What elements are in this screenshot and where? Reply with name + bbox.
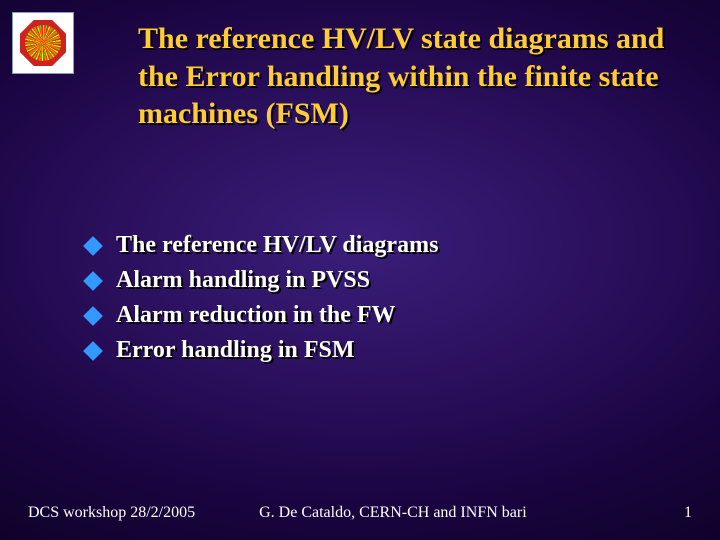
bullet-text: Alarm reduction in the FW: [116, 302, 396, 329]
bullet-list: The reference HV/LV diagrams Alarm handl…: [86, 232, 646, 372]
list-item: Error handling in FSM: [86, 337, 646, 364]
logo-octagon: [20, 20, 66, 66]
detector-event-logo: [12, 12, 74, 74]
diamond-bullet-icon: [83, 236, 103, 256]
bullet-text: The reference HV/LV diagrams: [116, 232, 438, 259]
list-item: Alarm handling in PVSS: [86, 267, 646, 294]
bullet-text: Error handling in FSM: [116, 337, 355, 364]
slide-title-block: The reference HV/LV state diagrams and t…: [138, 20, 678, 133]
diamond-bullet-icon: [83, 341, 103, 361]
bullet-text: Alarm handling in PVSS: [116, 267, 370, 294]
slide-title: The reference HV/LV state diagrams and t…: [138, 20, 678, 133]
footer-page-number: 1: [684, 504, 692, 522]
list-item: Alarm reduction in the FW: [86, 302, 646, 329]
logo-burst-icon: [25, 25, 61, 61]
diamond-bullet-icon: [83, 271, 103, 291]
list-item: The reference HV/LV diagrams: [86, 232, 646, 259]
footer-center: G. De Cataldo, CERN-CH and INFN bari: [195, 504, 684, 522]
footer-left: DCS workshop 28/2/2005: [28, 504, 195, 522]
diamond-bullet-icon: [83, 306, 103, 326]
slide-footer: DCS workshop 28/2/2005 G. De Cataldo, CE…: [0, 504, 720, 522]
